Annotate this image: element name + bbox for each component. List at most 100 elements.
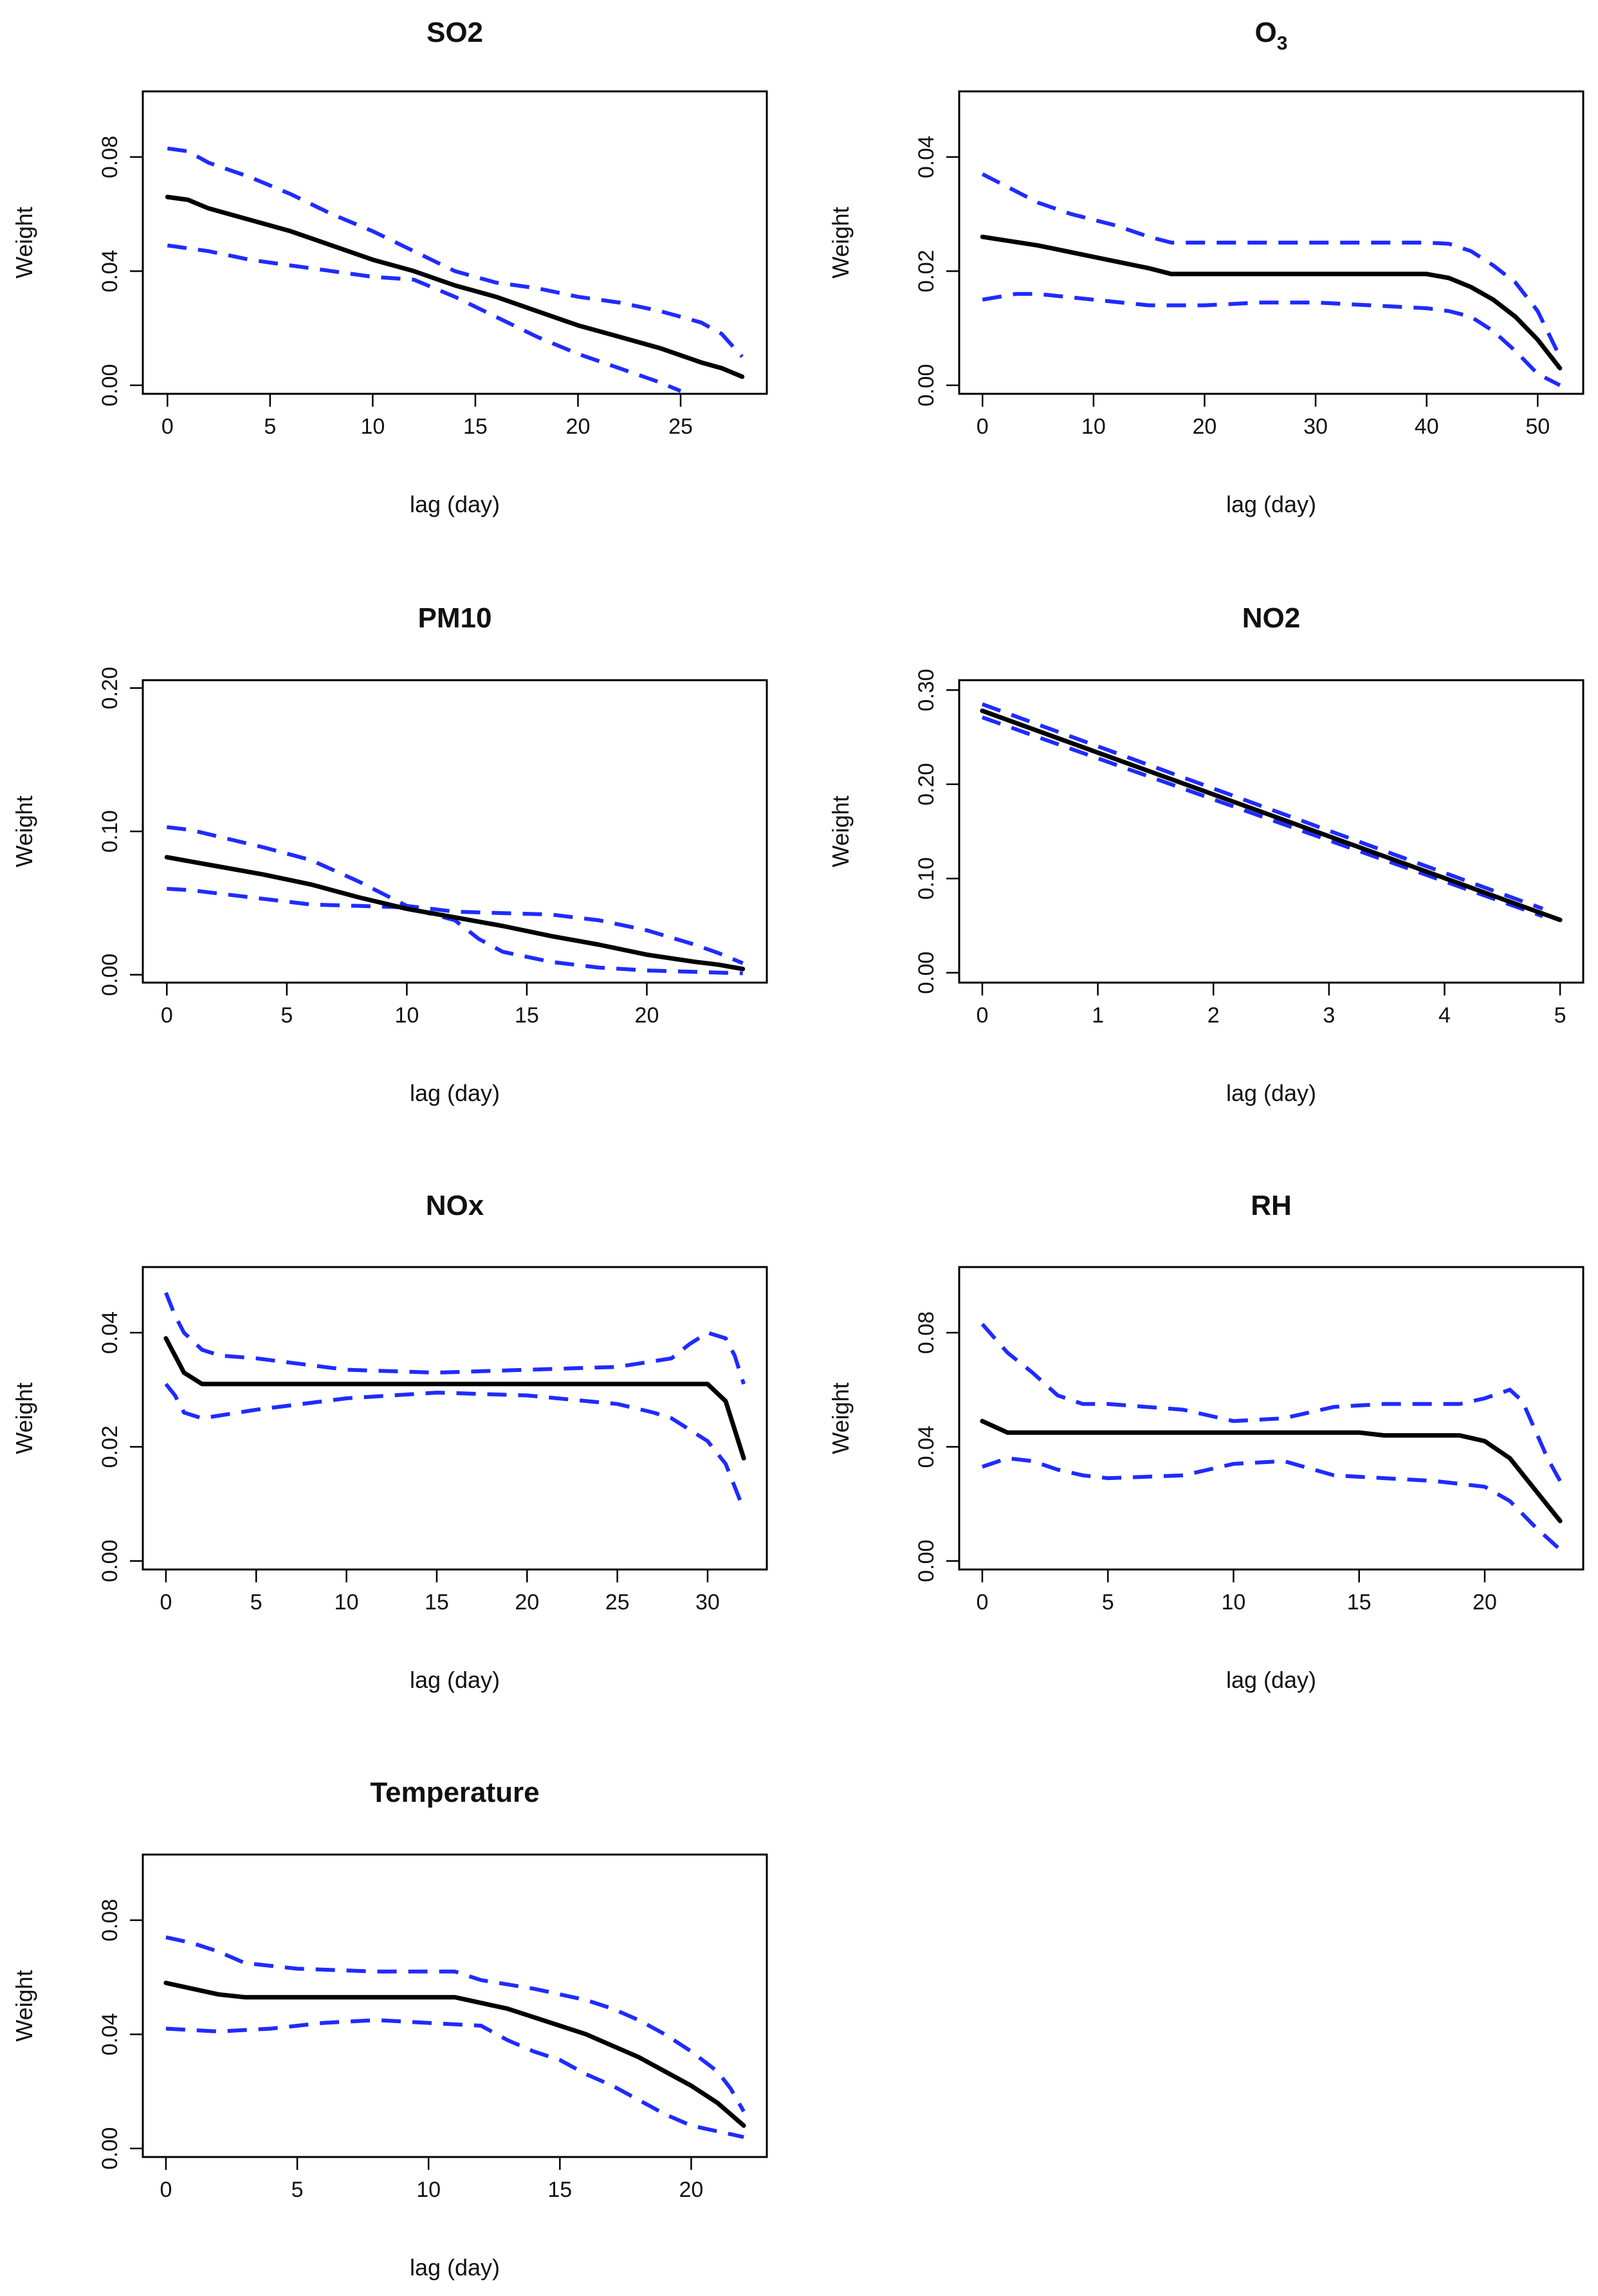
series-line-ci-upper	[164, 1292, 746, 1385]
series-line-estimate	[165, 194, 745, 379]
series-line-estimate	[163, 1981, 746, 2128]
x-tick-label: 30	[695, 1590, 720, 1615]
x-axis-label: lag (day)	[1226, 1080, 1316, 1106]
y-tick-label: 0.20	[914, 763, 939, 806]
panel-pm10: PM10 0 5 10 15 20 0.00 0.10 0.20 lag (day) Weight	[11, 602, 768, 1106]
series-line-ci-upper	[980, 1322, 1562, 1482]
x-tick-label: 15	[515, 1003, 539, 1028]
x-tick-label: 40	[1415, 414, 1439, 439]
x-tick-label: 10	[1222, 1590, 1246, 1615]
x-tick-label: 30	[1303, 414, 1328, 439]
x-tick-label: 10	[335, 1590, 359, 1615]
x-tick-label: 10	[1081, 414, 1106, 439]
series-line-ci-lower	[165, 2018, 744, 2139]
y-tick-label: 0.30	[914, 669, 939, 711]
panel-nox: NOx 0 5 10 15 20 25 30 0.00 0.02 0.04 lag (day) Weig…	[11, 1190, 768, 1693]
panel-no2: NO2 0 1 2 3 4 5 0.00 0.10 0.20 0.30 lag (day) Weight	[827, 602, 1584, 1106]
x-tick-label: 10	[416, 2178, 441, 2202]
x-tick-label: 5	[250, 1590, 262, 1615]
panel-title-text: NOx	[426, 1190, 484, 1221]
series-line-ci-upper	[166, 825, 744, 965]
y-tick-label: 0.10	[98, 810, 122, 853]
y-axis-label: Weight	[11, 207, 37, 278]
x-tick-label: 0	[161, 1003, 173, 1028]
x-axis-label: lag (day)	[410, 1667, 500, 1693]
x-tick-label: 15	[547, 2178, 572, 2202]
y-tick-label: 0.04	[98, 250, 122, 292]
y-axis-label: Weight	[827, 207, 854, 278]
y-tick-label: 0.04	[98, 1311, 122, 1354]
x-tick-label: 0	[977, 414, 989, 439]
plot-frame	[142, 1853, 768, 2158]
y-tick-label: 0.00	[98, 364, 122, 407]
x-tick-label: 0	[160, 1590, 172, 1615]
y-axis-label: Weight	[11, 1382, 37, 1454]
y-tick-label: 0.20	[98, 667, 122, 709]
series-line-estimate	[980, 1418, 1563, 1524]
x-axis-label: lag (day)	[1226, 1667, 1316, 1693]
x-tick-label: 3	[1323, 1003, 1335, 1028]
panel-title: NOx	[426, 1190, 484, 1221]
x-tick-label: 4	[1438, 1003, 1451, 1028]
panel-title: Temperature	[370, 1777, 539, 1808]
plot-frame	[142, 679, 768, 984]
panel-so2: SO2 0 5 10 15 20 25 0.00 0.04 0.08 lag (day) Weight	[11, 17, 768, 517]
series-line-estimate	[980, 708, 1563, 923]
panel-title-text: O	[1255, 17, 1277, 48]
panel-title-text: NO2	[1242, 602, 1300, 634]
y-axis-label: Weight	[827, 1382, 854, 1454]
series-line-ci-lower	[167, 243, 682, 393]
plot-frame	[958, 679, 1584, 984]
x-tick-label: 5	[264, 414, 276, 439]
x-tick-label: 25	[668, 414, 693, 439]
panel-title: O3	[1255, 17, 1288, 54]
plot-frame	[958, 90, 1584, 395]
plot-frame	[142, 90, 768, 395]
y-tick-label: 0.04	[914, 136, 939, 178]
panel-temperature: Temperature 0 5 10 15 20 0.00 0.04 0.08 lag (day)…	[11, 1777, 768, 2281]
x-tick-label: 0	[976, 1003, 988, 1028]
series-line-estimate	[164, 855, 746, 972]
panel-title: PM10	[418, 602, 492, 634]
series-line-ci-lower	[982, 292, 1561, 387]
y-tick-label: 0.00	[914, 952, 939, 994]
panel-title-text: PM10	[418, 602, 492, 634]
x-tick-label: 25	[605, 1590, 630, 1615]
x-tick-label: 10	[360, 414, 385, 439]
panel-title-text: RH	[1251, 1190, 1292, 1221]
x-tick-label: 20	[635, 1003, 659, 1028]
y-tick-label: 0.04	[914, 1425, 939, 1468]
series-line-ci-upper	[981, 702, 1544, 911]
y-tick-label: 0.00	[98, 1540, 122, 1582]
y-tick-label: 0.02	[914, 250, 939, 292]
x-axis-label: lag (day)	[410, 491, 500, 517]
y-tick-label: 0.00	[98, 954, 122, 996]
x-tick-label: 15	[1347, 1590, 1372, 1615]
y-tick-label: 0.00	[914, 1540, 939, 1582]
x-tick-label: 50	[1525, 414, 1550, 439]
x-axis-label: lag (day)	[410, 1080, 500, 1106]
panel-title: SO2	[427, 17, 483, 48]
x-tick-label: 15	[425, 1590, 449, 1615]
x-tick-label: 5	[291, 2178, 304, 2202]
panel-title: RH	[1251, 1190, 1292, 1221]
y-tick-label: 0.08	[98, 136, 122, 178]
series-line-ci-upper	[981, 172, 1562, 358]
x-tick-label: 20	[566, 414, 591, 439]
series-line-ci-lower	[981, 1456, 1562, 1551]
x-tick-label: 5	[280, 1003, 293, 1028]
x-tick-label: 10	[394, 1003, 419, 1028]
x-tick-label: 20	[679, 2178, 704, 2202]
series-line-ci-upper	[167, 146, 744, 358]
x-tick-label: 5	[1554, 1003, 1566, 1028]
series-line-ci-lower	[167, 887, 743, 976]
x-tick-label: 20	[1473, 1590, 1497, 1615]
x-tick-label: 20	[1193, 414, 1217, 439]
y-tick-label: 0.08	[98, 1899, 122, 1941]
y-tick-label: 0.10	[914, 857, 939, 900]
x-tick-label: 20	[515, 1590, 539, 1615]
y-tick-label: 0.00	[914, 364, 939, 407]
y-tick-label: 0.04	[98, 2013, 122, 2055]
